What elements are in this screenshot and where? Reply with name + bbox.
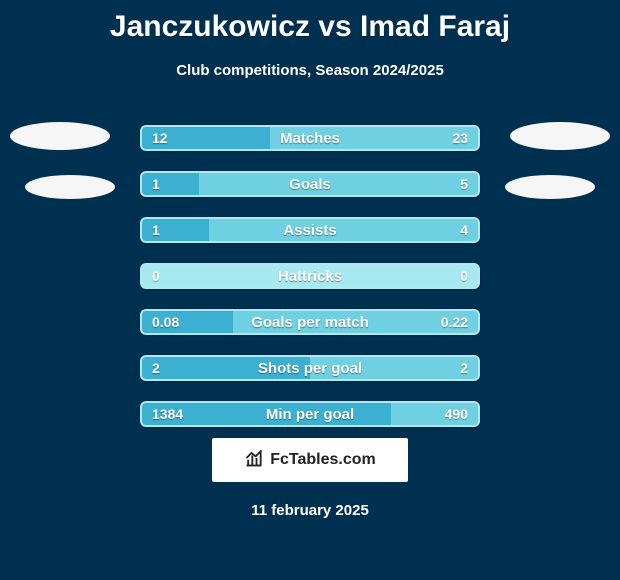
avatar-placeholder-right-top — [510, 122, 610, 150]
avatar-placeholder-right-bottom — [505, 175, 595, 199]
stat-bars: 1223Matches 15Goals 14Assists 00Hattricks 0.… — [140, 125, 480, 447]
avatar-placeholder-left-top — [10, 122, 110, 150]
comparison-card: Janczukowicz vs Imad Faraj Club competit… — [0, 0, 620, 580]
date-label: 11 february 2025 — [0, 502, 620, 519]
attribution-text: FcTables.com — [270, 451, 376, 469]
stat-label: Min per goal — [142, 403, 478, 425]
page-title: Janczukowicz vs Imad Faraj — [0, 0, 620, 44]
stat-row: 00Hattricks — [140, 263, 480, 289]
stat-row: 0.080.22Goals per match — [140, 309, 480, 335]
avatar-placeholder-left-bottom — [25, 175, 115, 199]
stat-label: Matches — [142, 127, 478, 149]
stat-row: 14Assists — [140, 217, 480, 243]
stat-label: Assists — [142, 219, 478, 241]
stat-label: Goals — [142, 173, 478, 195]
attribution-badge[interactable]: FcTables.com — [212, 438, 408, 482]
stat-label: Hattricks — [142, 265, 478, 287]
stat-label: Goals per match — [142, 311, 478, 333]
stat-label: Shots per goal — [142, 357, 478, 379]
stat-row: 15Goals — [140, 171, 480, 197]
stat-row: 22Shots per goal — [140, 355, 480, 381]
chart-icon — [244, 448, 264, 473]
stat-row: 1223Matches — [140, 125, 480, 151]
stat-row: 1384490Min per goal — [140, 401, 480, 427]
subtitle: Club competitions, Season 2024/2025 — [0, 62, 620, 79]
